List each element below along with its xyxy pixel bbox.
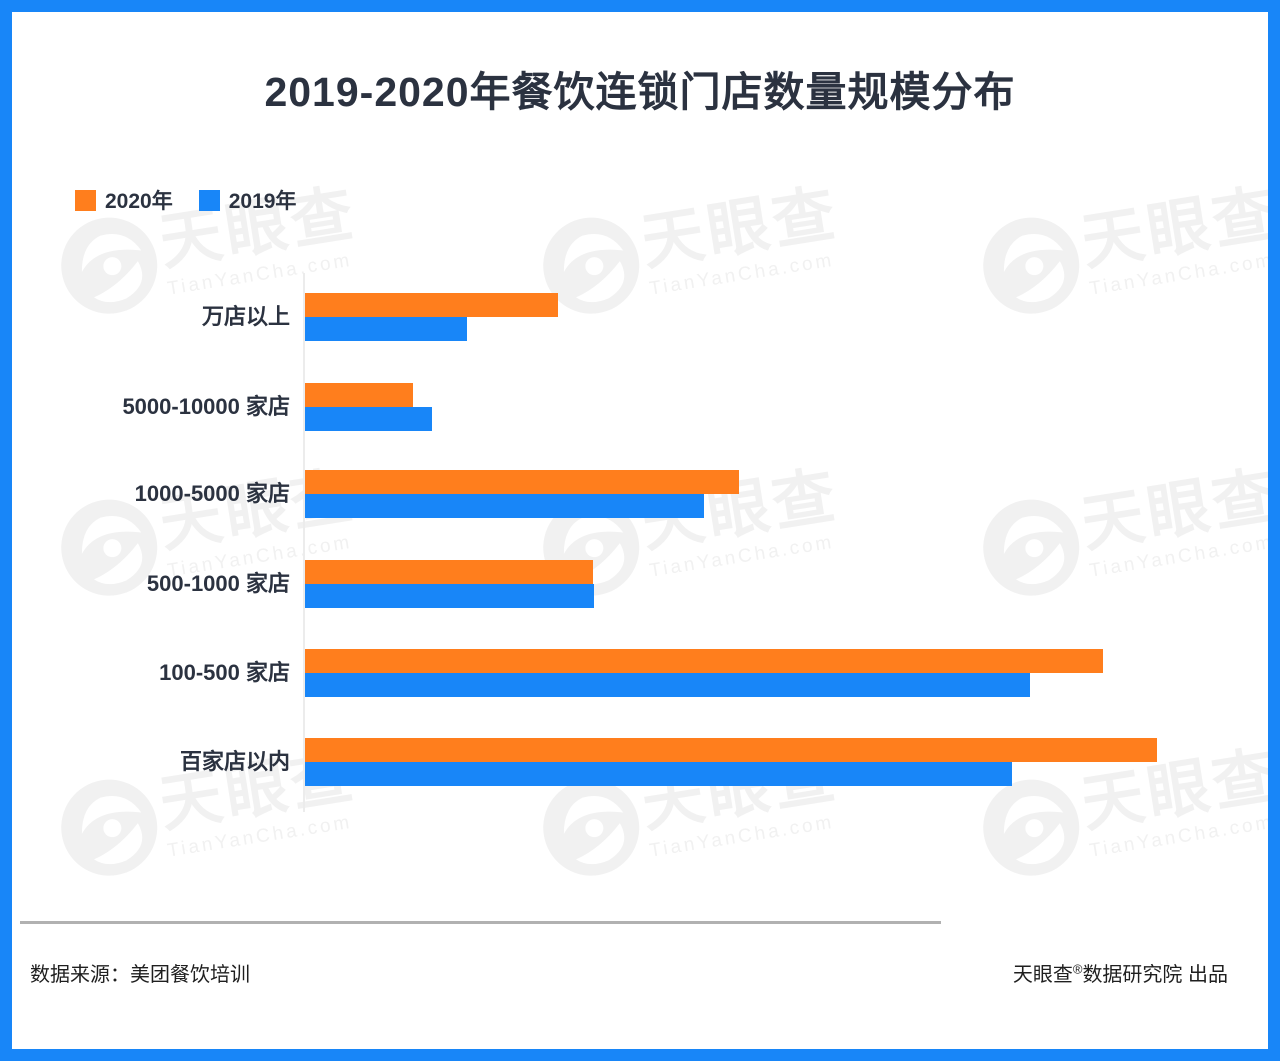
legend-label-2020: 2020年 bbox=[105, 190, 173, 213]
legend-label-2019: 2019年 bbox=[228, 190, 297, 213]
footer-divider bbox=[20, 921, 941, 924]
legend-swatch-2019 bbox=[198, 189, 220, 211]
tianyancha-logo-icon bbox=[543, 217, 640, 314]
tianyancha-watermark: 天眼查 TianYanCha.com bbox=[974, 459, 1280, 605]
y-axis-line bbox=[303, 273, 305, 812]
tianyancha-logo-icon bbox=[61, 499, 158, 596]
bar-2019年 bbox=[305, 494, 704, 518]
bar-2020年 bbox=[305, 738, 1157, 762]
tianyancha-watermark: 天眼查 TianYanCha.com bbox=[974, 739, 1280, 885]
bar-2019年 bbox=[305, 762, 1013, 786]
category-label: 100-500 家店 bbox=[159, 660, 290, 685]
chart-row: 1000-5000 家店 bbox=[0, 470, 1280, 518]
tianyancha-logo-icon bbox=[983, 779, 1080, 876]
chart-title: 2019-2020年餐饮连锁门店数量规模分布 bbox=[264, 69, 1016, 115]
chart-legend: 2020年 2019年 bbox=[75, 185, 322, 215]
tianyancha-logo-icon bbox=[983, 499, 1080, 596]
category-label: 5000-10000 家店 bbox=[122, 394, 290, 419]
chart-row: 100-500 家店 bbox=[0, 649, 1280, 697]
bar-2019年 bbox=[305, 673, 1031, 697]
category-label: 1000-5000 家店 bbox=[134, 481, 290, 506]
bar-2020年 bbox=[305, 470, 739, 494]
tianyancha-watermark: 天眼查 TianYanCha.com bbox=[52, 459, 364, 605]
data-source-text: 数据来源：美团餐饮培训 bbox=[30, 964, 250, 986]
publisher-suffix: 数据研究院 出品 bbox=[1082, 964, 1228, 986]
bar-2020年 bbox=[305, 560, 593, 584]
bar-2019年 bbox=[305, 584, 594, 608]
chart-row: 百家店以内 bbox=[0, 738, 1280, 786]
tianyancha-watermark: 天眼查 TianYanCha.com bbox=[52, 177, 364, 323]
category-label: 500-1000 家店 bbox=[146, 571, 290, 596]
bar-2020年 bbox=[305, 383, 414, 407]
tianyancha-logo-icon bbox=[61, 779, 158, 876]
tianyancha-watermark: 天眼查 TianYanCha.com bbox=[52, 739, 364, 885]
registered-mark: ® bbox=[1072, 961, 1083, 977]
bar-2020年 bbox=[305, 293, 559, 317]
bar-2019年 bbox=[305, 407, 432, 431]
legend-swatch-2020 bbox=[75, 189, 96, 211]
bar-2019年 bbox=[305, 317, 467, 341]
chart-row: 5000-10000 家店 bbox=[0, 383, 1280, 431]
publisher-text: 天眼查®数据研究院 出品 bbox=[1013, 958, 1228, 987]
tianyancha-logo-icon bbox=[543, 779, 640, 876]
tianyancha-logo-icon bbox=[61, 217, 158, 314]
tianyancha-watermark: 天眼查 TianYanCha.com bbox=[974, 177, 1280, 323]
tianyancha-logo-icon bbox=[983, 217, 1080, 314]
publisher-brand: 天眼查 bbox=[1012, 964, 1073, 986]
category-label: 百家店以内 bbox=[179, 749, 290, 774]
chart-row: 500-1000 家店 bbox=[0, 560, 1280, 608]
bar-2020年 bbox=[305, 649, 1104, 673]
category-label: 万店以上 bbox=[201, 304, 290, 329]
tianyancha-watermark: 天眼查 TianYanCha.com bbox=[534, 177, 846, 323]
chart-row: 万店以上 bbox=[0, 293, 1280, 341]
tianyancha-watermark: 天眼查 TianYanCha.com bbox=[534, 739, 846, 885]
